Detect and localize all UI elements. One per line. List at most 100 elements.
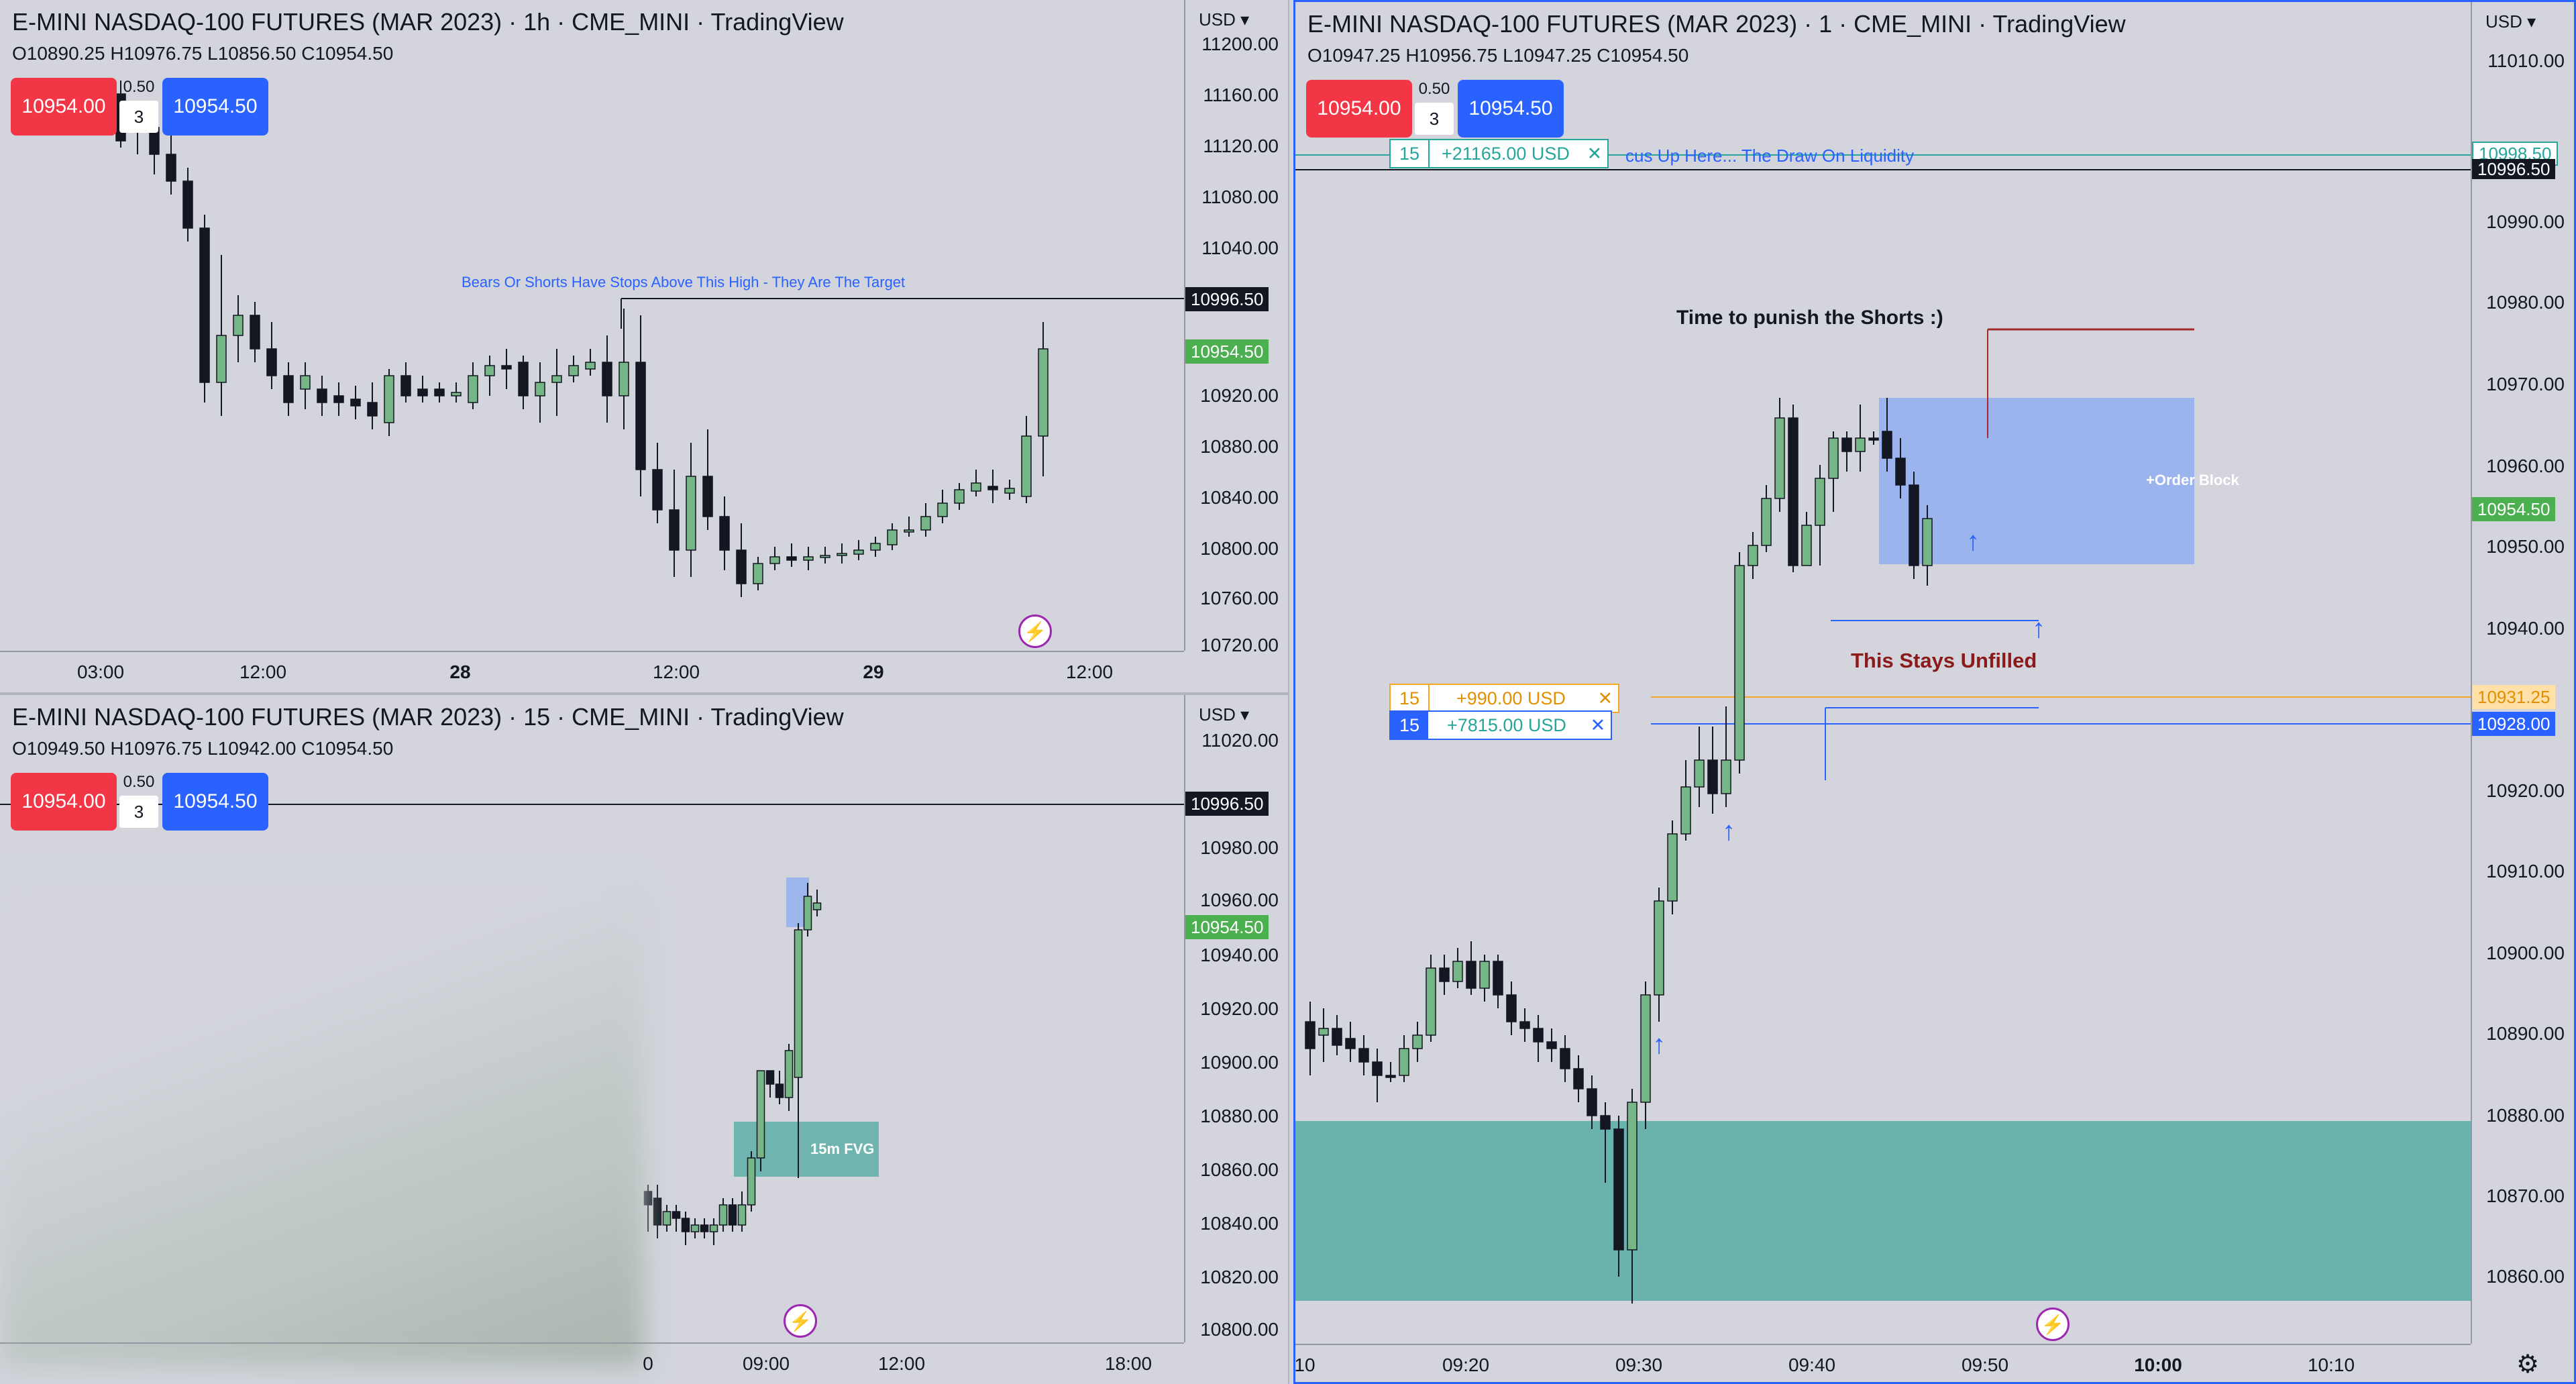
time-axis[interactable]: 10 09:20 09:30 09:40 09:50 10:00 10:10	[1295, 1344, 2471, 1382]
sell-button[interactable]: 10954.00	[1306, 80, 1412, 138]
quantity-field[interactable]: 3	[119, 796, 158, 828]
lightning-icon[interactable]: ⚡	[2036, 1308, 2070, 1341]
candle-body	[518, 362, 529, 396]
punish-note: Time to punish the Shorts :)	[1676, 307, 1943, 329]
quantity-field[interactable]: 3	[119, 101, 158, 133]
buy-button[interactable]: 10954.50	[162, 773, 268, 831]
candle-body	[803, 556, 814, 561]
chevron-down-icon: ▾	[1240, 9, 1250, 30]
candle-body	[1828, 437, 1839, 479]
currency-selector[interactable]: USD ▾	[1199, 9, 1250, 30]
spread-value: 0.50	[1418, 80, 1450, 98]
candle-body	[1761, 498, 1772, 546]
price-label-last: 10954.50	[1185, 915, 1269, 939]
price-tick: 10800.00	[1200, 1319, 1279, 1340]
currency-selector[interactable]: USD ▾	[2485, 11, 2536, 32]
price-tick: 10940.00	[1200, 945, 1279, 965]
candle-body	[1412, 1034, 1423, 1049]
candle-body	[1506, 994, 1517, 1022]
candle-body	[1519, 1021, 1530, 1029]
position-line-3[interactable]: 15 +7815.00 USD ✕	[1389, 710, 1612, 740]
candle-body	[662, 1211, 672, 1226]
candle-body	[1801, 525, 1812, 566]
buy-button[interactable]: 10954.50	[162, 78, 268, 136]
candle-body	[728, 1204, 737, 1226]
chevron-down-icon: ▾	[1240, 704, 1250, 725]
price-tick: 10910.00	[2486, 861, 2565, 882]
blurred-region	[0, 883, 644, 1366]
ohlc-readout: O10890.25 H10976.75 L10856.50 C10954.50	[12, 43, 394, 64]
candle-body	[681, 1218, 690, 1232]
candle-body	[1560, 1048, 1570, 1069]
candle-body	[1694, 759, 1705, 788]
candle-body	[551, 375, 562, 383]
price-axis[interactable]: USD ▾ 11010.00 10990.00 10980.00 10970.0…	[2471, 2, 2574, 1344]
sell-button[interactable]: 10954.00	[11, 78, 117, 136]
order-block-label: +Order Block	[2146, 472, 2239, 488]
sell-button[interactable]: 10954.00	[11, 773, 117, 831]
candles-1m[interactable]	[1295, 2, 2471, 1344]
price-label-last: 10954.50	[2472, 497, 2556, 521]
candle-body	[1640, 994, 1651, 1103]
candle-body	[283, 375, 294, 403]
price-tick: 10890.00	[2486, 1023, 2565, 1044]
price-tick: 10860.00	[1200, 1159, 1279, 1180]
candle-body	[333, 395, 344, 403]
lightning-icon[interactable]: ⚡	[1018, 615, 1052, 648]
candle-body	[794, 929, 803, 1078]
candle-body	[1707, 759, 1718, 794]
close-icon[interactable]: ✕	[1590, 714, 1606, 735]
time-axis[interactable]: 03:00 12:00 28 12:00 29 12:00	[0, 651, 1184, 692]
gear-icon[interactable]: ⚙	[2516, 1350, 2540, 1379]
candle-body	[1345, 1038, 1356, 1049]
candle-body	[702, 476, 713, 517]
time-tick: 09:00	[742, 1353, 790, 1374]
price-axis[interactable]: USD ▾ 11020.00 10980.00 10960.00 10940.0…	[1184, 695, 1288, 1342]
time-tick: 18:00	[1104, 1353, 1152, 1374]
position-line-1[interactable]: 15 +21165.00 USD ✕	[1389, 139, 1609, 168]
candles-15m[interactable]	[0, 695, 1184, 1342]
price-tick: 10940.00	[2486, 618, 2565, 639]
arrow-up-icon: ↑	[2032, 614, 2045, 643]
price-tick: 10950.00	[2486, 536, 2565, 557]
candle-body	[1399, 1048, 1409, 1076]
position-qty: 15	[1399, 143, 1420, 164]
chart-pane-1m[interactable]: E-MINI NASDAQ-100 FUTURES (MAR 2023) · 1…	[1293, 0, 2576, 1384]
candle-body	[987, 486, 998, 490]
lightning-icon[interactable]: ⚡	[784, 1304, 817, 1338]
candle-body	[1654, 900, 1664, 996]
price-tick: 11020.00	[1201, 730, 1279, 751]
candle-body	[1318, 1028, 1329, 1036]
unfilled-note: This Stays Unfilled	[1851, 649, 2037, 672]
price-tick: 10840.00	[1200, 487, 1279, 508]
price-tick: 10880.00	[1200, 1106, 1279, 1126]
ohlc-readout: O10947.25 H10956.75 L10947.25 C10954.50	[1307, 45, 1689, 66]
close-icon[interactable]: ✕	[1597, 688, 1613, 708]
spread-value: 0.50	[123, 773, 155, 791]
price-tick: 10990.00	[2486, 211, 2565, 232]
quantity-field[interactable]: 3	[1415, 103, 1454, 135]
time-tick: 09:30	[1615, 1354, 1663, 1375]
spread-value: 0.50	[123, 78, 155, 96]
price-tick: 10760.00	[1200, 588, 1279, 608]
candle-body	[635, 362, 646, 470]
chart-pane-1h[interactable]: E-MINI NASDAQ-100 FUTURES (MAR 2023) · 1…	[0, 0, 1288, 692]
chart-pane-15m[interactable]: E-MINI NASDAQ-100 FUTURES (MAR 2023) · 1…	[0, 695, 1288, 1384]
candle-body	[350, 398, 361, 407]
price-label-high: 10996.50	[1185, 792, 1269, 816]
candle-body	[1493, 961, 1503, 996]
buy-button[interactable]: 10954.50	[1458, 80, 1564, 138]
position-line-2[interactable]: 15 +990.00 USD ✕	[1389, 684, 1619, 713]
price-tick: 10840.00	[1200, 1213, 1279, 1234]
time-axis[interactable]: 0 09:00 12:00 18:00	[0, 1342, 1184, 1384]
candle-body	[756, 1070, 765, 1159]
currency-selector[interactable]: USD ▾	[1199, 704, 1250, 725]
price-tick: 10980.00	[2486, 292, 2565, 313]
pane-divider[interactable]	[0, 692, 1291, 695]
candle-body	[1332, 1028, 1342, 1046]
price-axis[interactable]: USD ▾ 11200.00 11160.00 11120.00 11080.0…	[1184, 0, 1288, 655]
close-icon[interactable]: ✕	[1587, 143, 1603, 164]
candle-body	[400, 375, 411, 396]
candles-1h[interactable]	[0, 0, 1184, 651]
price-label-last: 10954.50	[1185, 339, 1269, 364]
